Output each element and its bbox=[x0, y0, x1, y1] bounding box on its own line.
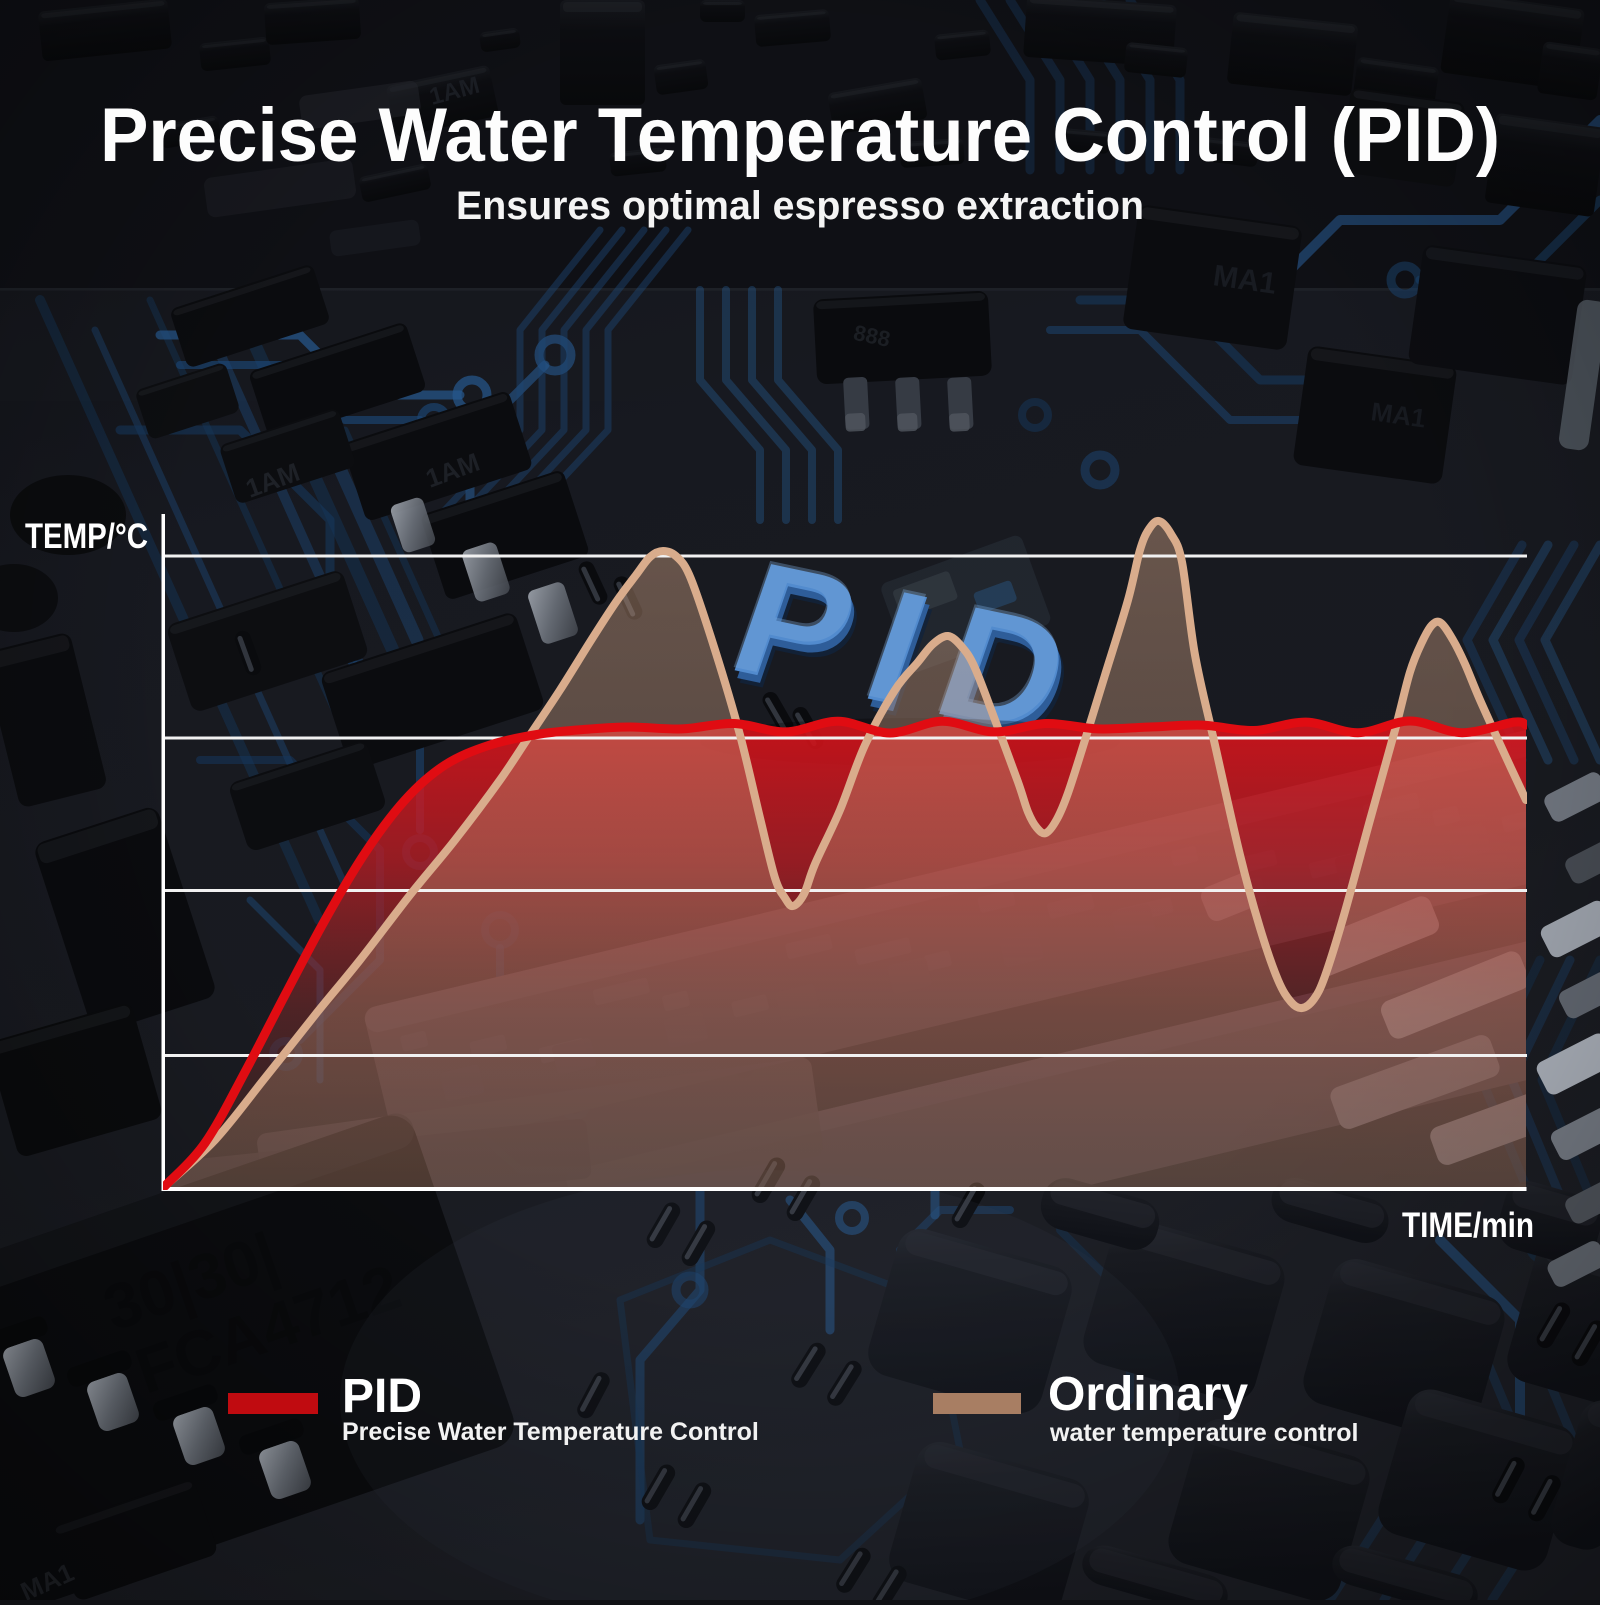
svg-text:TIME/min: TIME/min bbox=[1402, 1206, 1534, 1245]
svg-text:TEMP/°C: TEMP/°C bbox=[25, 517, 148, 556]
svg-text:Precise Water Temperature Cont: Precise Water Temperature Control (PID) bbox=[100, 93, 1500, 178]
svg-text:Precise Water Temperature Cont: Precise Water Temperature Control bbox=[342, 1418, 759, 1446]
svg-text:PID: PID bbox=[342, 1370, 422, 1423]
svg-text:Ensures optimal espresso extra: Ensures optimal espresso extraction bbox=[456, 184, 1144, 228]
svg-text:Ordinary: Ordinary bbox=[1048, 1368, 1248, 1421]
svg-text:water temperature control: water temperature control bbox=[1049, 1419, 1358, 1447]
